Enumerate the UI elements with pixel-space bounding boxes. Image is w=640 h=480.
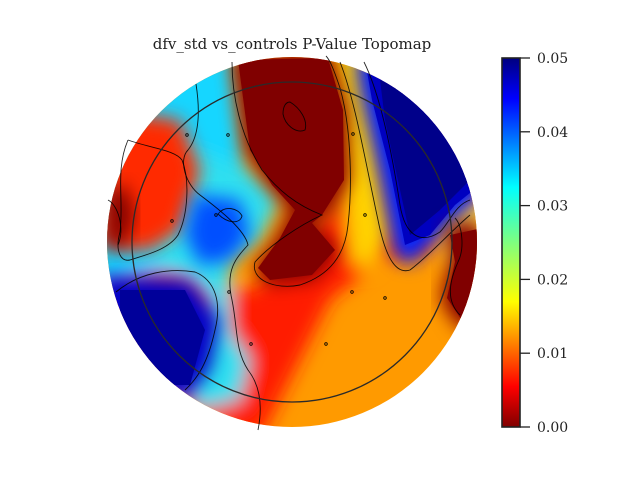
sensor-markers xyxy=(170,132,387,346)
sensor-marker xyxy=(363,213,367,217)
topomap-head xyxy=(107,55,477,431)
sensor-marker xyxy=(227,290,231,294)
colorbar-tick-label: 0.04 xyxy=(537,125,568,141)
colorbar-ticks: 0.00 0.01 0.02 0.03 0.04 0.05 xyxy=(520,51,568,436)
head-outline xyxy=(131,81,453,403)
colorbar-tick-label: 0.01 xyxy=(537,346,568,362)
sensor-marker xyxy=(383,296,387,300)
sensor-marker xyxy=(226,133,230,137)
sensor-marker xyxy=(214,213,218,217)
p-value-field xyxy=(107,57,477,427)
colorbar-gradient xyxy=(501,57,521,428)
sensor-marker xyxy=(185,133,189,137)
colorbar-tick-label: 0.00 xyxy=(537,420,568,436)
colorbar-tick-label: 0.02 xyxy=(537,272,568,288)
sensor-marker xyxy=(249,342,253,346)
sensor-marker xyxy=(170,219,174,223)
contour-lines xyxy=(107,55,471,431)
colorbar-tick-label: 0.03 xyxy=(537,199,568,215)
colorbar-tick-label: 0.05 xyxy=(537,51,568,67)
sensor-marker xyxy=(351,132,355,136)
sensor-marker xyxy=(350,290,354,294)
colorbar: 0.00 0.01 0.02 0.03 0.04 0.05 xyxy=(501,51,568,436)
sensor-marker xyxy=(324,342,328,346)
chart-title: dfv_std vs_controls P-Value Topomap xyxy=(153,35,432,53)
